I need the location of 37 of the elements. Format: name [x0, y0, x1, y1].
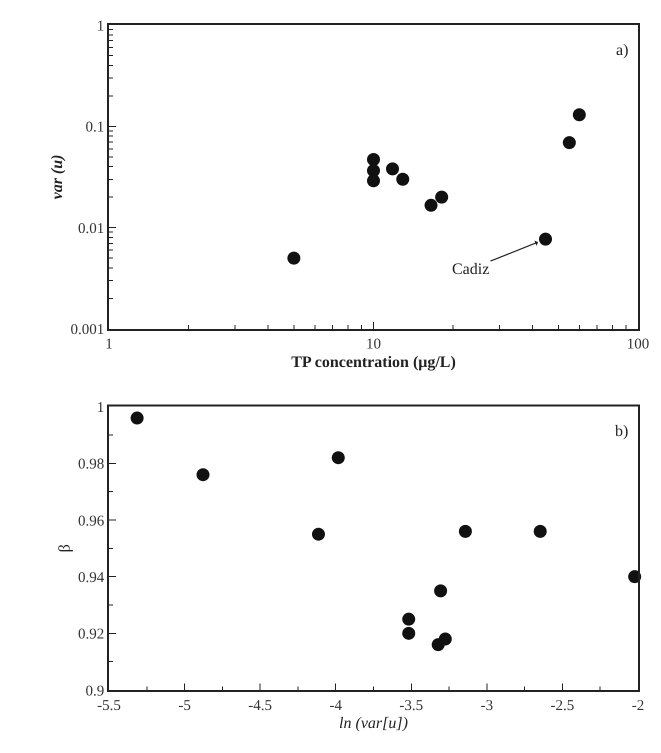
y-tick-label: 0.001: [70, 322, 104, 338]
x-tick-label: -5.5: [97, 698, 121, 714]
point: [312, 528, 325, 541]
point: [196, 468, 210, 482]
y-tick-label: 0.9: [86, 683, 104, 700]
x-tick-label: 100: [626, 336, 650, 353]
point: [534, 524, 547, 538]
x-tick-label: 10: [366, 336, 381, 353]
y-tick-label: 0.98: [78, 456, 104, 473]
x-tick-label: -2.5: [550, 698, 574, 714]
x-tick-label: -4: [329, 698, 342, 714]
y-axis-title: β: [56, 544, 74, 552]
y-tick-label: 1: [96, 400, 104, 416]
y-tick-label: 0.01: [78, 220, 104, 237]
x-axis-title: ln (var[u]): [339, 714, 408, 732]
point: [438, 632, 452, 646]
y-tick-label: 1: [96, 18, 104, 34]
point: [332, 451, 345, 464]
annotation: b): [615, 423, 628, 440]
annotation: Cadiz: [452, 261, 490, 278]
y-axis-title: var (u): [48, 154, 66, 200]
x-tick-label: -3: [480, 698, 494, 714]
y-tick-label: 0.1: [86, 120, 104, 136]
point: [402, 612, 416, 626]
y-tick-label: 0.96: [78, 513, 105, 530]
point: [434, 584, 448, 598]
y-tick-label: 0.94: [78, 570, 105, 586]
point: [130, 412, 144, 425]
point: [402, 626, 416, 640]
x-tick-label: -3.5: [399, 698, 424, 714]
point: [458, 524, 472, 538]
x-tick-label: -5: [178, 698, 191, 714]
y-tick-label: 0.92: [78, 626, 104, 643]
x-tick-label: -2: [632, 698, 644, 714]
annotation: a): [616, 42, 628, 59]
x-axis-title: TP concentration (μg/L): [291, 354, 456, 371]
x-tick-label: -4.5: [248, 698, 272, 714]
